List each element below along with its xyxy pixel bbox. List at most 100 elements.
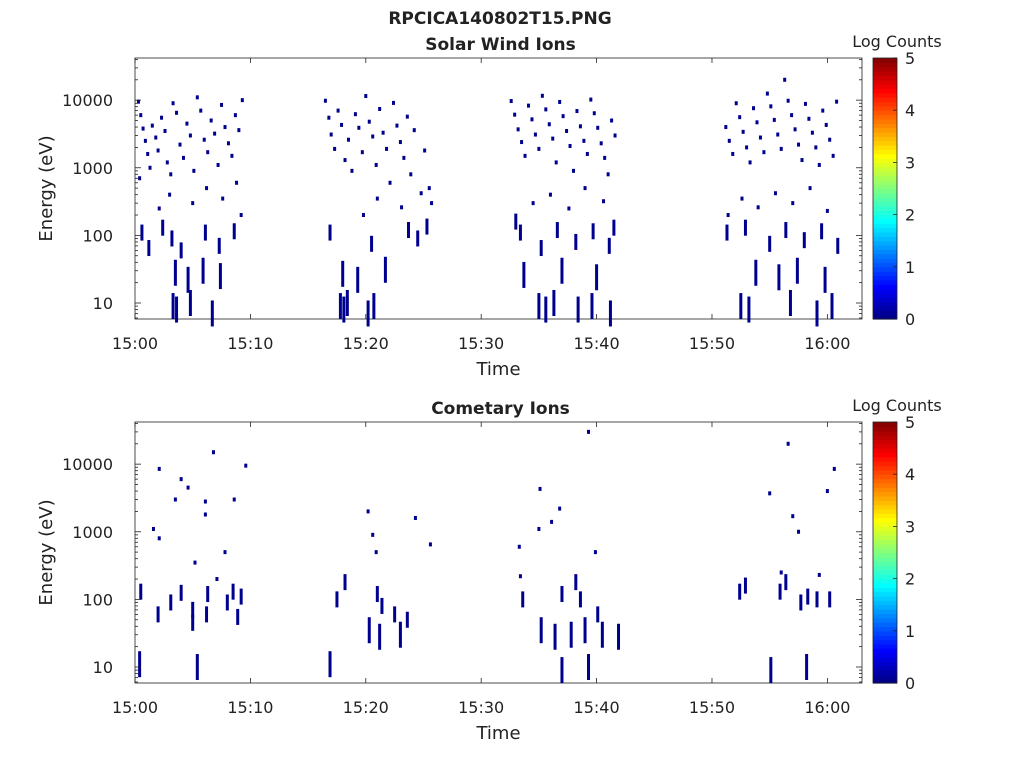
colorbar-segment: [873, 84, 897, 90]
data-point: [416, 230, 420, 247]
y-tick-label: 10000: [62, 91, 113, 110]
data-point: [793, 127, 797, 132]
data-point: [752, 106, 756, 111]
colorbar-segment: [873, 131, 897, 137]
x-tick-label: 15:10: [227, 698, 273, 717]
data-point: [814, 145, 818, 150]
data-point: [169, 172, 173, 177]
data-point: [561, 114, 565, 119]
colorbar-segment: [873, 301, 897, 307]
data-point: [540, 93, 544, 98]
data-point: [157, 466, 161, 471]
data-point: [555, 222, 559, 239]
data-point: [356, 266, 360, 293]
data-point: [380, 597, 384, 614]
data-point: [195, 95, 199, 100]
colorbar-segment: [873, 249, 897, 255]
data-point: [547, 122, 551, 127]
data-point: [553, 623, 557, 650]
colorbar-segment: [873, 284, 897, 290]
data-point: [603, 155, 607, 160]
colorbar-segment: [873, 92, 897, 98]
y-tick-label: 1000: [72, 159, 113, 178]
colorbar-segment: [873, 218, 897, 224]
data-point: [209, 118, 213, 123]
data-point: [343, 574, 347, 591]
data-point: [391, 100, 395, 105]
colorbar-segment: [873, 622, 897, 628]
colorbar-segment: [873, 578, 897, 584]
colorbar-segment: [873, 279, 897, 285]
data-point: [350, 168, 354, 173]
data-point: [150, 123, 154, 128]
data-point: [239, 588, 243, 605]
data-point: [786, 441, 790, 446]
data-point: [575, 109, 579, 114]
colorbar-tick-label: 4: [905, 465, 915, 484]
data-point: [191, 614, 195, 631]
data-point: [531, 201, 535, 206]
data-point: [357, 125, 361, 130]
data-point: [544, 107, 548, 112]
colorbar-segment: [873, 114, 897, 120]
data-point: [589, 97, 593, 102]
data-point: [151, 526, 155, 531]
colorbar-segment: [873, 517, 897, 523]
data-point: [578, 591, 582, 608]
data-point: [210, 300, 214, 327]
colorbar-segment: [873, 66, 897, 72]
data-point: [569, 621, 573, 648]
data-point: [175, 296, 179, 323]
data-point: [779, 570, 783, 575]
data-point: [173, 259, 177, 286]
data-point: [395, 123, 399, 128]
data-point: [554, 160, 558, 165]
colorbar-tick-label: 0: [905, 310, 915, 329]
data-point: [157, 206, 161, 211]
data-point: [518, 574, 522, 579]
data-point: [147, 240, 151, 257]
data-point: [178, 142, 182, 147]
colorbar-segment: [873, 569, 897, 575]
colorbar-segment: [873, 58, 897, 63]
data-point: [582, 138, 586, 143]
colorbar-segment: [873, 617, 897, 623]
data-point: [340, 122, 344, 127]
data-point: [225, 594, 229, 611]
data-point: [790, 113, 794, 118]
data-point: [385, 146, 389, 151]
data-point: [235, 180, 239, 185]
data-point: [160, 115, 164, 120]
data-point: [590, 293, 594, 320]
colorbar-segment: [873, 140, 897, 146]
figure-title: RPCICA140802T15.PNG: [388, 9, 611, 29]
data-point: [203, 512, 207, 517]
data-point: [568, 143, 572, 148]
data-point: [828, 591, 832, 608]
colorbar-segment: [873, 188, 897, 194]
data-point: [343, 158, 347, 163]
data-point: [791, 514, 795, 519]
data-point: [203, 499, 207, 504]
data-point: [156, 148, 160, 153]
data-point: [378, 106, 382, 111]
data-point: [138, 176, 142, 181]
data-point: [406, 222, 410, 239]
colorbar-segment: [873, 478, 897, 484]
data-point: [221, 196, 225, 201]
colorbar-segment: [873, 197, 897, 203]
y-tick-label: 100: [82, 590, 113, 609]
colorbar-segment: [873, 643, 897, 649]
colorbar-segment: [873, 426, 897, 432]
data-point: [192, 168, 196, 173]
data-point: [558, 506, 562, 511]
colorbar-segment: [873, 487, 897, 493]
colorbar-segment: [873, 201, 897, 207]
data-point: [428, 542, 432, 547]
colorbar-segment: [873, 153, 897, 159]
data-point: [211, 450, 215, 455]
x-tick-label: 15:00: [112, 698, 158, 717]
colorbar-label: Log Counts: [852, 396, 942, 415]
data-point: [139, 113, 143, 118]
colorbar-segment: [873, 232, 897, 237]
